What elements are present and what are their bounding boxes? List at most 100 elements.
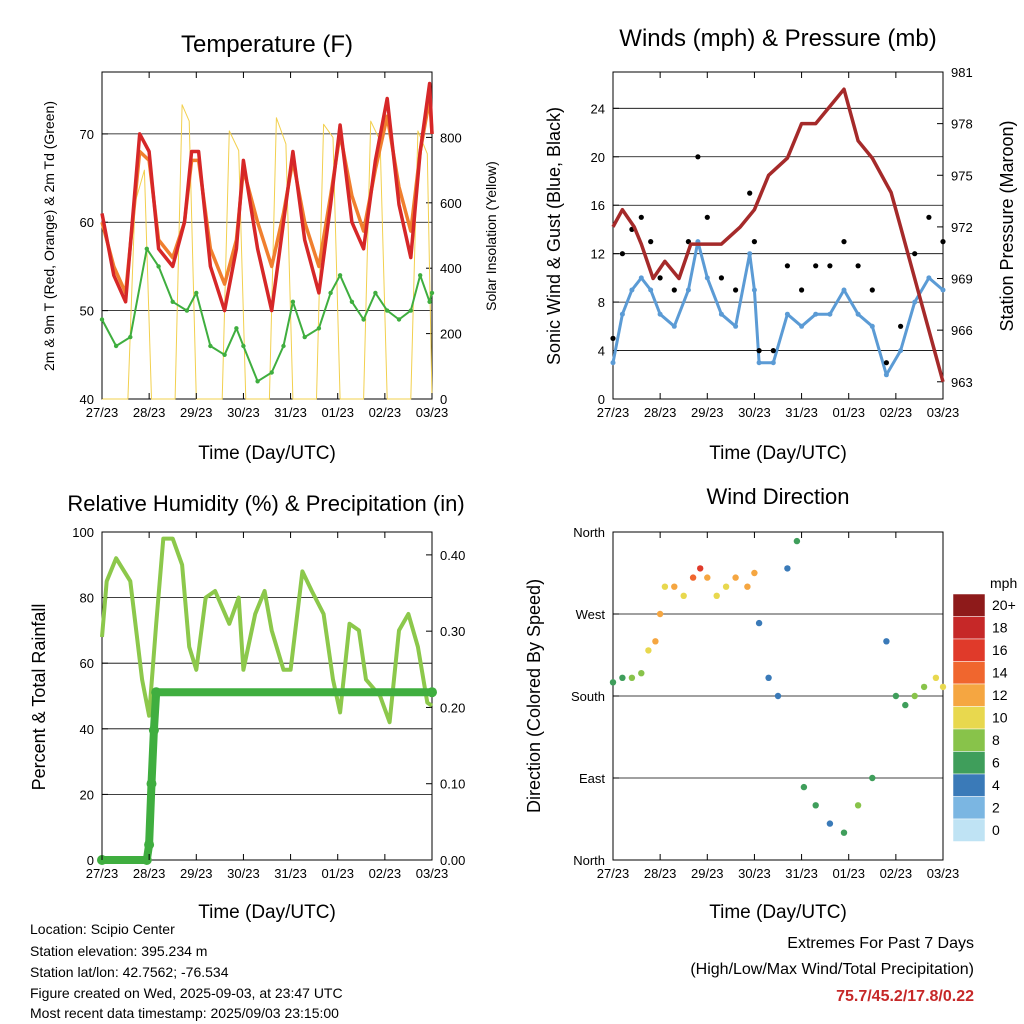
humidity-x-label: Time (Day/UTC) xyxy=(198,902,336,923)
gust-point xyxy=(940,239,946,245)
y-tick-label-left: 100 xyxy=(72,525,94,540)
colorbar-swatch xyxy=(952,593,986,617)
speed-colorbar: mph 20+ 18 16 14 12 10 8 6 4 2 0 xyxy=(952,575,1017,842)
wind-direction-point xyxy=(939,683,947,691)
sonic-wind-point xyxy=(855,311,861,317)
footer-created: Figure created on Wed, 2025-09-03, at 23… xyxy=(30,985,343,1001)
sonic-wind-point xyxy=(827,311,833,317)
wind-direction-point xyxy=(920,683,928,691)
colorbar-label: 10 xyxy=(992,710,1008,726)
winds-x-label: Time (Day/UTC) xyxy=(709,443,847,464)
gust-point xyxy=(704,214,710,220)
wind-direction-point xyxy=(755,619,763,627)
sonic-wind-point xyxy=(751,287,757,293)
y-tick-label-left: 0 xyxy=(87,853,94,868)
x-tick-label: 31/23 xyxy=(274,405,307,420)
sonic-wind-point xyxy=(926,275,932,281)
x-tick-label: 03/23 xyxy=(927,405,960,420)
colorbar-swatch xyxy=(952,773,986,797)
x-tick-label: 02/23 xyxy=(369,405,402,420)
solar-insolation-line xyxy=(102,104,433,400)
wind-direction-point xyxy=(826,820,834,827)
x-tick-label: 28/23 xyxy=(644,405,677,420)
winds-y-label-right: Station Pressure (Maroon) xyxy=(997,120,1017,331)
sonic-wind-point xyxy=(733,323,739,329)
wind-direction-point xyxy=(689,574,697,581)
x-tick-label: 03/23 xyxy=(927,866,960,881)
wind-direction-point xyxy=(656,610,664,618)
x-tick-label: 01/23 xyxy=(321,866,354,881)
colorbar-label: 2 xyxy=(992,800,1000,816)
colorbar-label: 14 xyxy=(992,665,1008,681)
y-tick-label-left: 70 xyxy=(80,127,94,142)
gust-point xyxy=(841,239,847,245)
gust-point xyxy=(671,287,677,293)
x-tick-label: 31/23 xyxy=(274,866,307,881)
wind-direction-point xyxy=(869,774,876,782)
total-rainfall-point xyxy=(151,687,162,698)
wind-direction-point xyxy=(911,692,918,700)
y-tick-label-right: 200 xyxy=(440,327,462,342)
colorbar-label: 4 xyxy=(992,777,1000,793)
sonic-wind-point xyxy=(912,299,918,305)
y-tick-label-left: 20 xyxy=(591,150,605,165)
x-tick-label: 02/23 xyxy=(880,866,913,881)
wind-direction-point xyxy=(638,670,645,677)
y-tick-label-left: West xyxy=(576,607,606,622)
x-tick-label: 30/23 xyxy=(738,866,771,881)
humidity-y-label-left: Percent & Total Rainfall xyxy=(29,604,49,791)
gust-point xyxy=(813,263,819,269)
y-tick-label-right: 975 xyxy=(951,168,973,183)
sonic-wind-point xyxy=(770,360,776,366)
x-tick-label: 03/23 xyxy=(416,866,449,881)
y-tick-label-right: 400 xyxy=(440,261,462,276)
y-tick-label-left: 12 xyxy=(591,247,605,262)
y-tick-label-right: 0.10 xyxy=(440,777,465,792)
colorbar-label: 6 xyxy=(992,755,1000,771)
wind-direction-point xyxy=(854,802,862,809)
wind-direction-point xyxy=(671,583,678,590)
wind-direction-panel: Wind Direction North East South West North 2… xyxy=(524,484,1017,923)
wind-direction-title: Wind Direction xyxy=(706,484,849,509)
wind-direction-point xyxy=(932,674,940,681)
y-tick-label-left: 4 xyxy=(598,344,605,359)
y-tick-label-right: 0.00 xyxy=(440,853,465,868)
x-tick-label: 02/23 xyxy=(880,405,913,420)
gust-point xyxy=(657,275,663,281)
extremes-subheading: (High/Low/Max Wind/Total Precipitation) xyxy=(690,961,974,978)
x-tick-label: 31/23 xyxy=(785,405,818,420)
sonic-wind-point xyxy=(648,287,654,293)
wind-direction-x-label: Time (Day/UTC) xyxy=(709,902,847,923)
gust-point xyxy=(926,214,932,220)
wind-direction-point xyxy=(619,674,626,681)
gust-point xyxy=(784,263,791,269)
sonic-wind-point xyxy=(940,287,946,293)
gust-point xyxy=(610,335,616,341)
gust-point xyxy=(718,275,725,281)
x-tick-label: 30/23 xyxy=(227,405,260,420)
total-rainfall-point xyxy=(146,778,157,789)
sonic-wind-point xyxy=(671,323,677,329)
colorbar-label: 20+ xyxy=(992,597,1016,613)
x-tick-label: 29/23 xyxy=(180,405,213,420)
y-tick-label-left: 0 xyxy=(598,392,605,407)
total-rainfall-point xyxy=(148,725,159,736)
wind-direction-point xyxy=(609,679,617,686)
gust-point xyxy=(827,263,833,269)
gust-point xyxy=(770,348,776,354)
colorbar-swatch xyxy=(952,661,986,685)
y-tick-label-left: East xyxy=(579,771,605,786)
colorbar-swatch xyxy=(952,796,986,820)
gust-point xyxy=(756,348,762,354)
x-tick-label: 29/23 xyxy=(180,866,213,881)
gust-point xyxy=(747,190,753,196)
y-tick-label-left: 50 xyxy=(80,304,94,319)
colorbar-swatch xyxy=(952,728,986,752)
x-tick-label: 03/23 xyxy=(416,405,449,420)
wind-direction-point xyxy=(713,592,720,599)
colorbar-label: 0 xyxy=(992,822,1000,838)
x-tick-label: 30/23 xyxy=(738,405,771,420)
total-rainfall-line xyxy=(102,688,432,864)
total-rainfall-point xyxy=(144,839,155,850)
y-tick-label-right: 981 xyxy=(951,65,973,80)
